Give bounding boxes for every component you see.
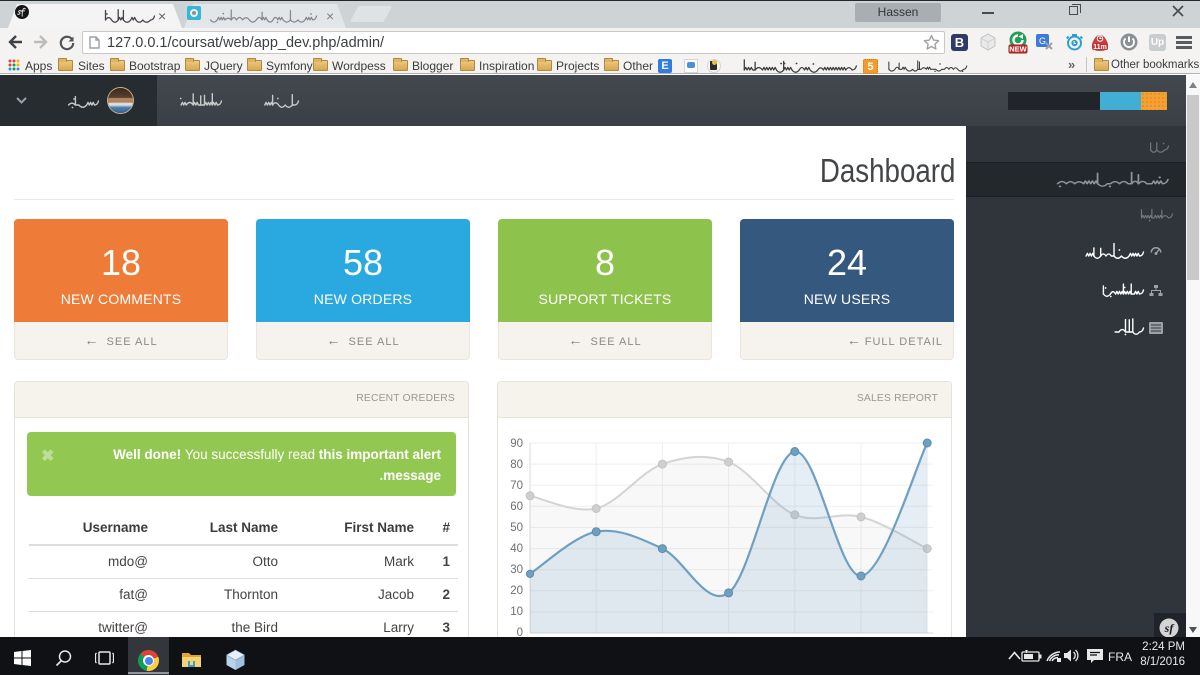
svg-text:NEW: NEW xyxy=(1009,45,1027,54)
svg-text:40: 40 xyxy=(510,543,523,555)
svg-text:70: 70 xyxy=(510,480,523,492)
svg-text:20: 20 xyxy=(510,585,523,597)
svg-text:G: G xyxy=(1039,36,1046,46)
svg-text:0: 0 xyxy=(517,627,523,637)
svg-text:80: 80 xyxy=(510,459,523,471)
svg-text:30: 30 xyxy=(510,564,523,576)
svg-text:50: 50 xyxy=(510,522,523,534)
svg-text:sf: sf xyxy=(1164,621,1175,635)
svg-text:60: 60 xyxy=(510,501,523,513)
svg-text:90: 90 xyxy=(510,438,523,450)
svg-text:11m: 11m xyxy=(1093,44,1107,51)
svg-text:10: 10 xyxy=(510,606,523,618)
